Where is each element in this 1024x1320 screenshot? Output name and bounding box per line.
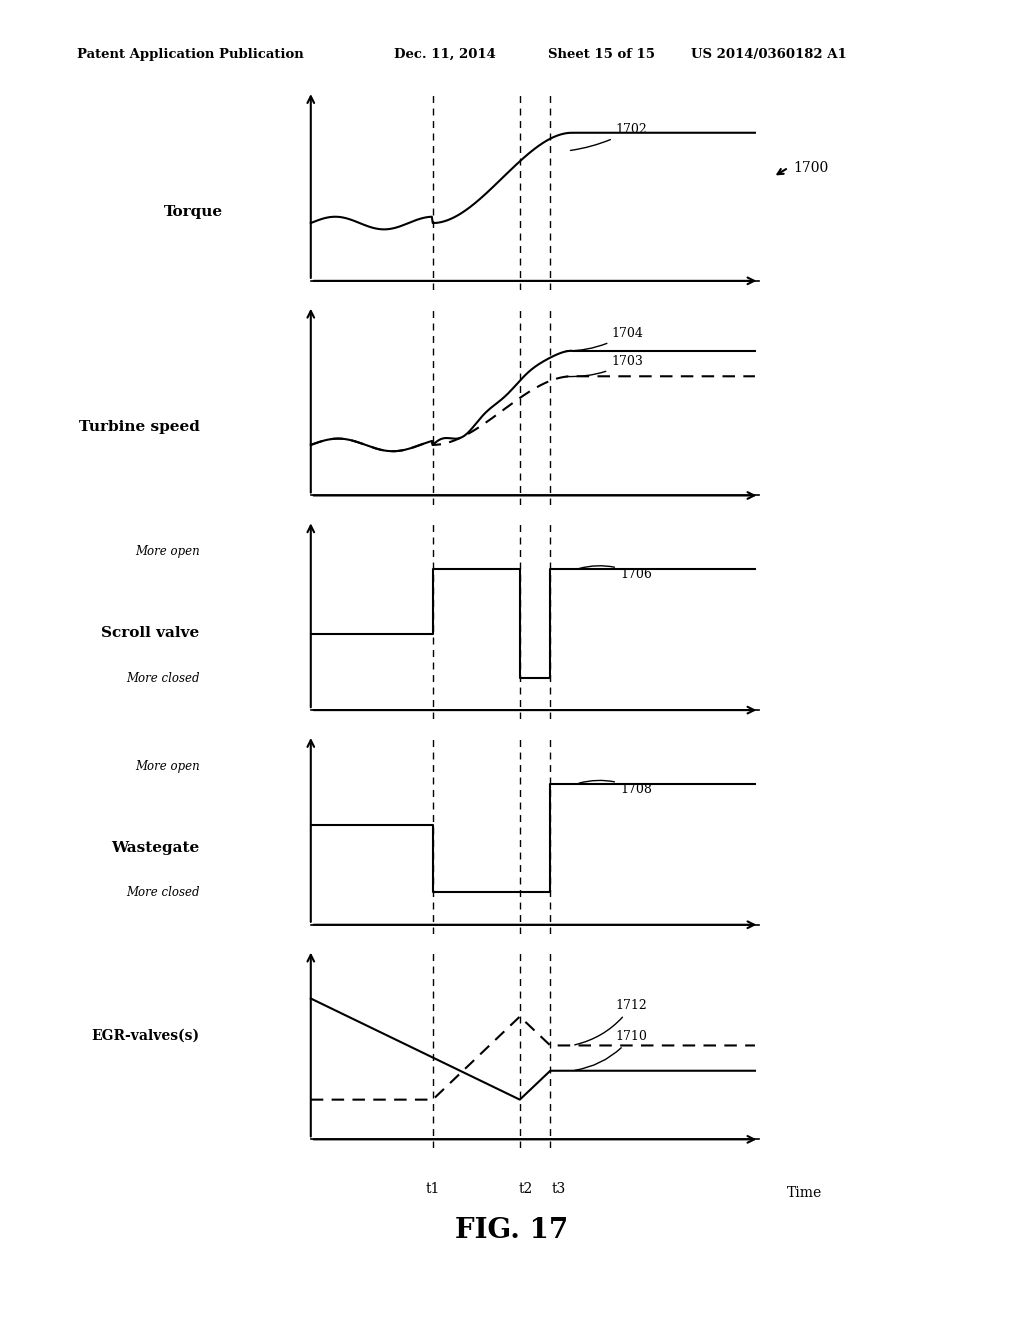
Text: More open: More open	[135, 760, 200, 774]
Text: 1712: 1712	[574, 999, 647, 1045]
Text: Time: Time	[786, 1187, 822, 1200]
Text: t1: t1	[425, 1183, 439, 1196]
Text: More closed: More closed	[126, 887, 200, 899]
Text: 1702: 1702	[570, 123, 647, 150]
Text: Dec. 11, 2014: Dec. 11, 2014	[394, 48, 496, 61]
Text: Sheet 15 of 15: Sheet 15 of 15	[548, 48, 654, 61]
Text: 1700: 1700	[794, 161, 828, 174]
Text: 1710: 1710	[574, 1030, 647, 1071]
Text: 1708: 1708	[580, 780, 652, 796]
Text: 1704: 1704	[566, 326, 643, 351]
Text: 1706: 1706	[580, 566, 652, 581]
Text: More closed: More closed	[126, 672, 200, 685]
Text: More open: More open	[135, 545, 200, 558]
Text: FIG. 17: FIG. 17	[456, 1217, 568, 1245]
Text: US 2014/0360182 A1: US 2014/0360182 A1	[691, 48, 847, 61]
Text: t3: t3	[551, 1183, 565, 1196]
Text: Wastegate: Wastegate	[112, 841, 200, 855]
Text: EGR-valves(s): EGR-valves(s)	[91, 1030, 200, 1043]
Text: Scroll valve: Scroll valve	[101, 627, 200, 640]
Text: t2: t2	[518, 1183, 532, 1196]
Text: Torque: Torque	[164, 206, 223, 219]
Text: Turbine speed: Turbine speed	[79, 420, 200, 434]
Text: Patent Application Publication: Patent Application Publication	[77, 48, 303, 61]
Text: 1703: 1703	[566, 355, 643, 376]
